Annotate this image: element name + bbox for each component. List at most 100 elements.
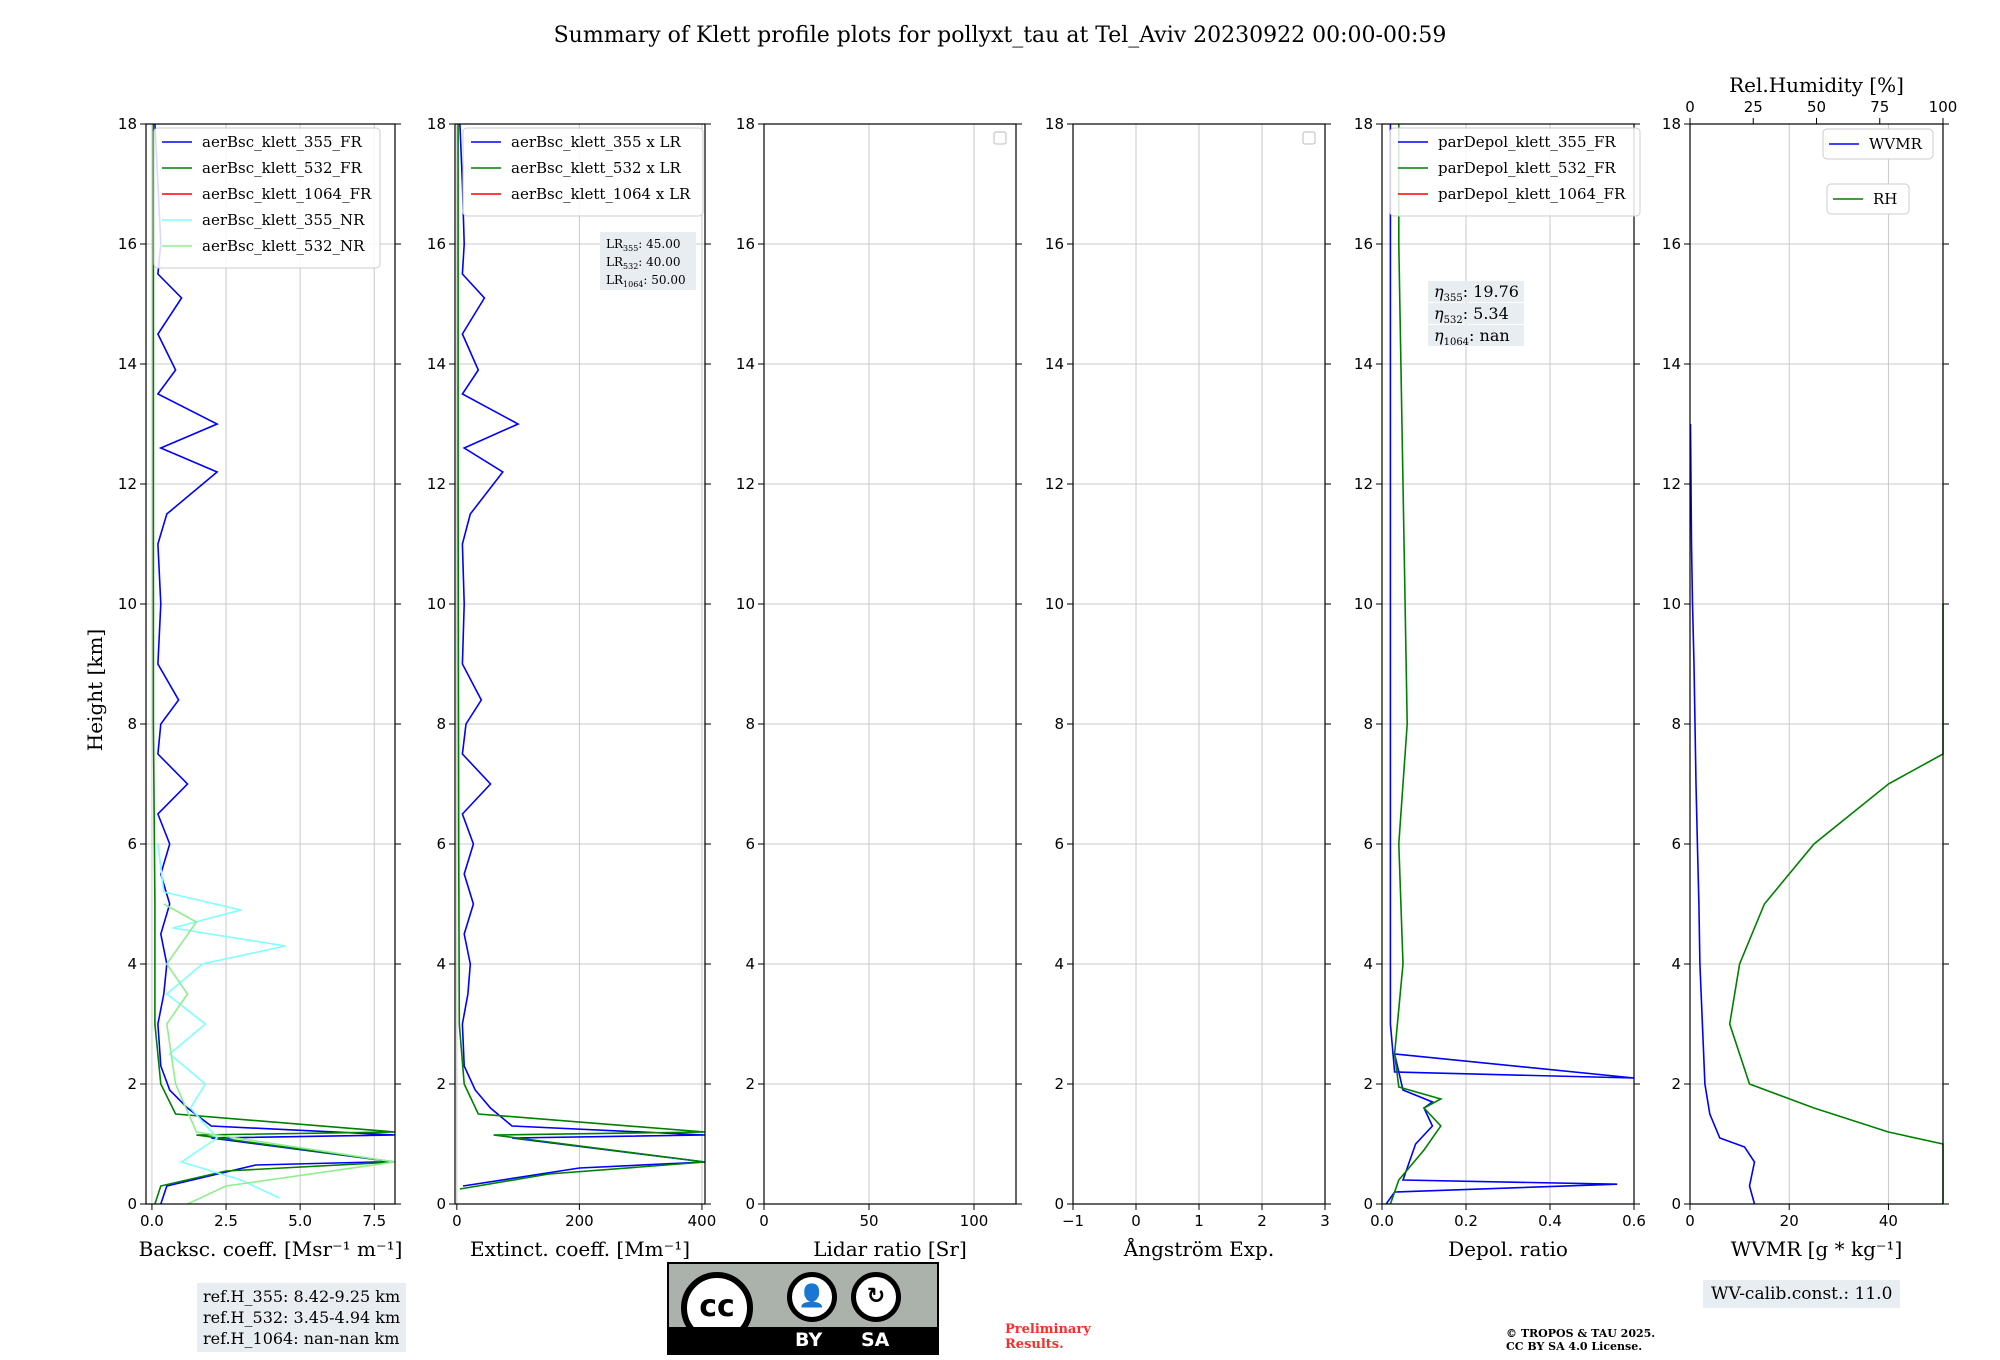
top-tick-label: 25 (1744, 98, 1763, 116)
x-tick-label: 3 (1320, 1212, 1330, 1230)
y-tick-label: 4 (745, 955, 755, 973)
badge-bar (669, 1327, 937, 1353)
y-tick-label: 14 (1354, 355, 1373, 373)
preliminary-note: Preliminary Results. (1005, 1322, 1091, 1352)
panel-6: 0 20 40 0 2 4 6 8 10 12 14 16 18 WVMR [g * kg⁻¹] 0 25 50… (1662, 73, 1957, 1261)
eta-label: η532: 5.34 (1434, 304, 1509, 326)
x-tick-label: −1 (1062, 1212, 1084, 1230)
y-tick-label: 18 (736, 115, 755, 133)
series-line-2 (152, 124, 396, 1205)
y-tick-label: 14 (1045, 355, 1064, 373)
legend-entry: parDepol_klett_532_FR (1438, 159, 1616, 177)
panel-5: 0.0 0.2 0.4 0.6 0 2 4 6 8 10 12 14 16 18 Depol. ratio p… (1354, 115, 1646, 1261)
x-tick-label: 0 (452, 1212, 462, 1230)
lidar-ratio-label: LR355: 45.00 (606, 237, 681, 253)
series-line-2 (1389, 124, 1443, 1205)
legend-box (462, 127, 704, 217)
x-tick-label: 200 (565, 1212, 594, 1230)
top-tick-label: 75 (1870, 98, 1889, 116)
panel-1: 0.0 2.5 5.0 7.5 0 2 4 6 8 10 12 14 16 18 Backsc. coeff… (118, 115, 402, 1261)
axes-frame (454, 123, 706, 1205)
legend-entry: aerBsc_klett_1064 x LR (511, 185, 691, 203)
y-tick-label: 2 (1671, 1075, 1681, 1093)
reference-heights-box: ref.H_355: 8.42-9.25 km ref.H_532: 3.45-… (197, 1283, 407, 1352)
y-tick-label: 2 (1363, 1075, 1373, 1093)
panel-3: 0 50 100 0 2 4 6 8 10 12 14 16 18 Lidar ratio [Sr] (736, 115, 1022, 1261)
y-tick-label: 8 (1671, 715, 1681, 733)
y-tick-label: 4 (1363, 955, 1373, 973)
preliminary-line-1: Preliminary (1005, 1322, 1091, 1337)
y-tick-label: 6 (1671, 835, 1681, 853)
y-tick-label: 2 (1054, 1075, 1064, 1093)
x-tick-label: 100 (960, 1212, 989, 1230)
axes-frame (1689, 123, 1944, 1205)
y-tick-label: 12 (1045, 475, 1064, 493)
y-tick-label: 14 (118, 355, 137, 373)
y-tick-label: 16 (1662, 235, 1681, 253)
y-tick-label: 8 (1363, 715, 1373, 733)
y-tick-label: 16 (1354, 235, 1373, 253)
sa-share-alike-icon: ↻ (851, 1272, 901, 1322)
y-tick-label: 8 (436, 715, 446, 733)
y-tick-label: 4 (1054, 955, 1064, 973)
x-axis-label: Lidar ratio [Sr] (813, 1237, 967, 1261)
x-tick-label: 0 (1685, 1212, 1695, 1230)
legend-entry: parDepol_klett_1064_FR (1438, 185, 1626, 203)
y-tick-label: 0 (745, 1195, 755, 1213)
x-axis-label: Depol. ratio (1448, 1237, 1568, 1261)
y-tick-label: 0 (1054, 1195, 1064, 1213)
y-tick-label: 12 (118, 475, 137, 493)
x-tick-label: 400 (688, 1212, 717, 1230)
x-tick-label: 0.6 (1622, 1212, 1646, 1230)
x-tick-label: 40 (1879, 1212, 1898, 1230)
y-tick-label: 0 (436, 1195, 446, 1213)
y-tick-label: 14 (427, 355, 446, 373)
y-tick-label: 12 (1354, 475, 1373, 493)
legend-entry: aerBsc_klett_532_NR (202, 237, 365, 255)
y-tick-label: 4 (127, 955, 137, 973)
x-tick-label: 7.5 (362, 1212, 386, 1230)
series-line-1 (1689, 423, 1756, 1205)
eta-box (1428, 325, 1524, 346)
y-tick-label: 12 (736, 475, 755, 493)
y-tick-label: 16 (118, 235, 137, 253)
axes-frame (763, 123, 1017, 1205)
ref-height-1064: ref.H_1064: nan-nan km (203, 1329, 400, 1348)
panel-2: 0 200 400 0 2 4 6 8 10 12 14 16 18 Extinct. coeff. [M… (427, 115, 716, 1261)
x-axis-label: Backsc. coeff. [Msr⁻¹ m⁻¹] (139, 1237, 403, 1261)
series-line-1 (1385, 124, 1635, 1205)
y-tick-label: 6 (1363, 835, 1373, 853)
y-tick-label: 6 (745, 835, 755, 853)
series-line-1 (459, 123, 706, 1187)
legend-box (1389, 127, 1641, 217)
y-tick-label: 18 (1354, 115, 1373, 133)
sa-label: SA (861, 1329, 890, 1351)
by-person-icon: 👤 (787, 1272, 837, 1322)
y-tick-label: 0 (1363, 1195, 1373, 1213)
y-tick-label: 6 (436, 835, 446, 853)
y-tick-label: 18 (1662, 115, 1681, 133)
y-tick-label: 0 (127, 1195, 137, 1213)
legend-entry: parDepol_klett_355_FR (1438, 133, 1616, 151)
series-line-2 (457, 124, 706, 1190)
lidar-ratio-box (600, 232, 696, 290)
x-tick-label: 2.5 (214, 1212, 238, 1230)
wv-calib-box: WV-calib.const.: 11.0 (1703, 1280, 1901, 1308)
y-tick-label: 18 (118, 115, 137, 133)
ref-height-532: ref.H_532: 3.45-4.94 km (203, 1308, 401, 1327)
eta-box (1428, 303, 1524, 324)
x-tick-label: 0 (1131, 1212, 1141, 1230)
legend-entry: aerBsc_klett_1064_FR (202, 185, 372, 203)
y-tick-label: 10 (1045, 595, 1064, 613)
y-tick-label: 14 (1662, 355, 1681, 373)
series-line-1 (154, 123, 396, 1205)
x-axis-label: Extinct. coeff. [Mm⁻¹] (470, 1237, 690, 1261)
x-tick-label: 1 (1194, 1212, 1204, 1230)
cc-by-sa-icon: cc 👤 ↻ BY SA (667, 1262, 939, 1355)
y-tick-label: 8 (745, 715, 755, 733)
lidar-ratio-label: LR1064: 50.00 (606, 273, 686, 289)
y-tick-label: 2 (745, 1075, 755, 1093)
y-tick-label: 18 (1045, 115, 1064, 133)
x-tick-label: 0.2 (1454, 1212, 1478, 1230)
